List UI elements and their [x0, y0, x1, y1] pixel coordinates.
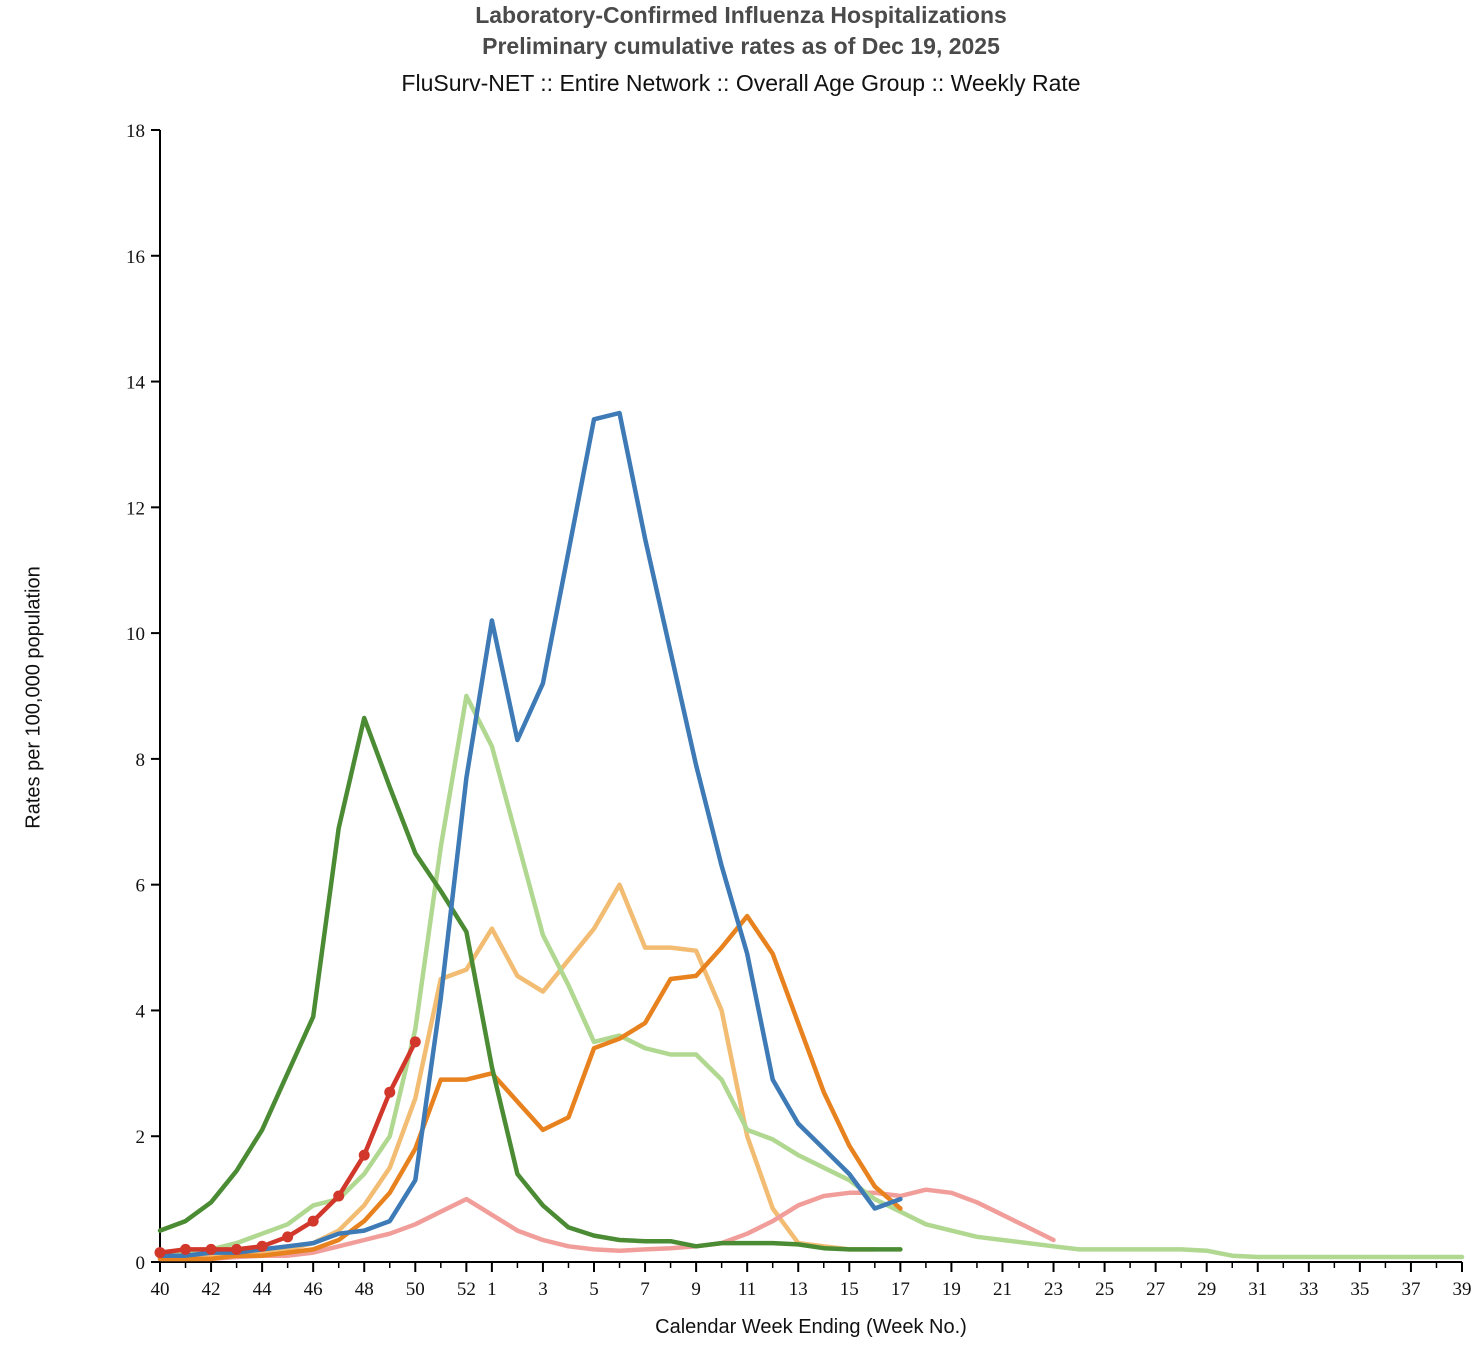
data-point-marker [154, 1247, 166, 1259]
x-tick-label: 35 [1350, 1279, 1369, 1300]
series-light-green-season [157, 693, 1465, 1260]
x-axis-title: Calendar Week Ending (Week No.) [655, 1316, 967, 1338]
data-point-marker [333, 1190, 345, 1202]
chart-title-block: Laboratory-Confirmed Influenza Hospitali… [0, 0, 1482, 99]
x-tick-label: 23 [1044, 1279, 1063, 1300]
series-blue-season [157, 410, 903, 1258]
y-tick-label: 2 [136, 1127, 146, 1148]
x-tick-label: 19 [942, 1279, 961, 1300]
chart-subtitle-network: FluSurv-NET :: Entire Network :: Overall… [401, 70, 1081, 96]
data-point-marker [180, 1243, 192, 1255]
x-tick-label: 5 [589, 1279, 599, 1300]
x-tick-label: 11 [738, 1279, 756, 1300]
x-tick-label: 13 [789, 1279, 808, 1300]
x-tick-label: 15 [840, 1279, 859, 1300]
x-tick-label: 50 [406, 1279, 425, 1300]
x-tick-label: 37 [1401, 1279, 1420, 1300]
series-dark-green-season [157, 715, 903, 1252]
x-tick-label: 31 [1248, 1279, 1267, 1300]
x-tick-label: 7 [640, 1279, 650, 1300]
x-tick-label: 9 [691, 1279, 701, 1300]
y-tick-label: 8 [136, 750, 146, 771]
y-tick-label: 4 [136, 1001, 146, 1022]
y-tick-label: 16 [126, 247, 145, 268]
data-point-marker [384, 1086, 396, 1098]
chart-subtitle: Preliminary cumulative rates as of Dec 1… [482, 33, 1000, 59]
data-point-marker [282, 1231, 294, 1243]
x-tick-label: 44 [253, 1279, 273, 1300]
y-tick-label: 6 [136, 876, 146, 897]
series-pink-season [157, 1187, 1056, 1262]
data-point-marker [205, 1243, 217, 1255]
data-point-marker [409, 1036, 421, 1048]
x-tick-label: 48 [355, 1279, 374, 1300]
x-axis-ticks: 40 42 44 46 48 50 52 1 3 5 7 9 11 13 15 17 19 21 23 25 27 29 3… [151, 1262, 1472, 1300]
y-axis-ticks: 0 2 4 6 8 10 12 14 16 18 [126, 121, 160, 1274]
series-tan-season [157, 882, 878, 1262]
y-tick-label: 14 [126, 373, 146, 394]
series-orange-season [157, 913, 903, 1262]
x-tick-label: 40 [151, 1279, 170, 1300]
x-tick-label: 1 [487, 1279, 497, 1300]
x-tick-label: 52 [457, 1279, 476, 1300]
y-tick-label: 10 [126, 624, 145, 645]
y-tick-label: 12 [126, 498, 145, 519]
x-tick-label: 17 [891, 1279, 910, 1300]
x-tick-label: 25 [1095, 1279, 1114, 1300]
y-tick-label: 18 [126, 121, 145, 142]
data-point-marker [256, 1240, 268, 1252]
x-tick-label: 3 [538, 1279, 548, 1300]
data-point-marker [307, 1215, 319, 1227]
data-point-marker [358, 1149, 370, 1161]
data-point-marker [231, 1243, 243, 1255]
x-tick-label: 42 [202, 1279, 221, 1300]
chart-title: Laboratory-Confirmed Influenza Hospitali… [475, 2, 1007, 28]
x-tick-label: 33 [1299, 1279, 1318, 1300]
x-tick-label: 39 [1453, 1279, 1472, 1300]
series-red-current-season [154, 1036, 421, 1259]
x-tick-label: 46 [304, 1279, 323, 1300]
x-tick-label: 21 [993, 1279, 1012, 1300]
x-tick-label: 29 [1197, 1279, 1216, 1300]
axes [159, 130, 1462, 1263]
x-tick-label: 27 [1146, 1279, 1165, 1300]
y-tick-label: 0 [136, 1253, 146, 1274]
